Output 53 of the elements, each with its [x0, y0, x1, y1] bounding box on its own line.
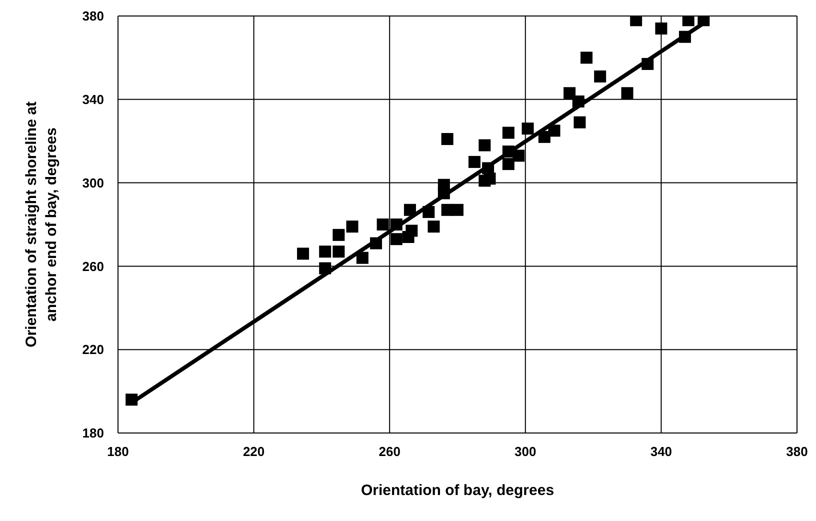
y-tick-label: 300	[82, 175, 104, 190]
point	[502, 158, 514, 170]
point	[478, 139, 491, 152]
point	[564, 87, 576, 100]
point	[422, 206, 435, 218]
y-axis-title: Orientation of straight shoreline at anchor end of bay, degrees	[23, 102, 60, 348]
y-tick-label: 180	[82, 426, 104, 441]
point	[621, 87, 634, 100]
point	[502, 126, 514, 139]
point	[297, 248, 310, 260]
y-tick-label: 340	[82, 92, 104, 108]
point	[332, 228, 345, 241]
point	[438, 187, 450, 200]
y-tick-label: 260	[82, 258, 104, 274]
point	[346, 220, 358, 233]
point	[522, 122, 534, 135]
point	[452, 204, 464, 216]
x-tick-label: 180	[107, 444, 129, 460]
y-tick-label: 380	[82, 8, 104, 24]
x-tick-label: 380	[786, 444, 808, 460]
x-tick-label: 220	[242, 444, 265, 460]
point	[428, 220, 440, 233]
point	[126, 394, 138, 406]
y-tick-label: 220	[82, 342, 104, 358]
point	[404, 204, 416, 216]
point	[406, 224, 418, 237]
point	[580, 52, 593, 64]
point	[698, 16, 710, 26]
point	[682, 16, 694, 26]
point	[678, 30, 691, 43]
x-tick-label: 300	[514, 444, 536, 460]
x-tick-label: 260	[378, 444, 400, 460]
point	[548, 124, 560, 137]
point	[468, 156, 480, 168]
point	[390, 233, 402, 246]
point	[594, 70, 606, 82]
point	[574, 116, 586, 128]
point	[319, 262, 332, 274]
point	[512, 150, 525, 162]
point	[538, 130, 550, 143]
x-axis-title: Orientation of bay, degrees	[360, 482, 554, 499]
point	[332, 246, 345, 258]
point	[441, 133, 454, 146]
point	[655, 22, 668, 35]
point	[642, 58, 654, 70]
x-tick-label: 340	[650, 444, 672, 460]
point	[376, 218, 389, 230]
point	[572, 95, 584, 108]
point	[370, 237, 382, 250]
point	[319, 246, 332, 258]
point	[630, 16, 642, 26]
point	[390, 218, 402, 230]
point	[356, 252, 368, 264]
